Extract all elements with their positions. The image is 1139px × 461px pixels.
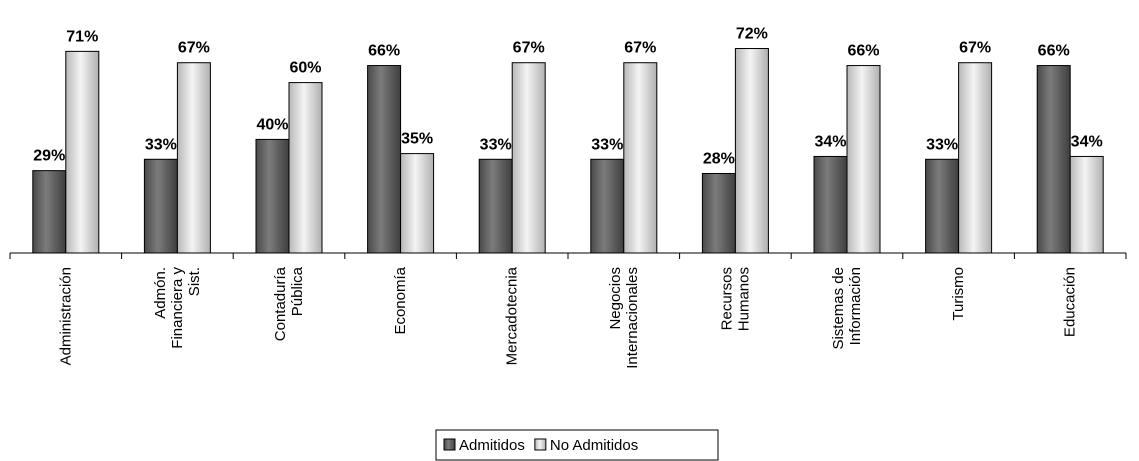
data-label: 35% [401, 131, 433, 148]
data-label: 67% [178, 40, 210, 57]
category-label-line: Contaduría [272, 266, 289, 341]
x-axis [9, 252, 1127, 259]
bar-admitidos [367, 65, 402, 254]
category-label-line: Información [847, 267, 864, 345]
bar-admitidos [32, 170, 67, 254]
category-label-line: Sist. [186, 267, 203, 296]
data-label: 34% [1071, 133, 1103, 150]
bar-admitidos [143, 158, 178, 254]
data-labels-layer: 29% 71% 33% 67% 40% 60% 66% 35% 33% 67% 33% 67% 28% 7… [33, 26, 1102, 168]
data-label: 66% [1038, 43, 1070, 60]
legend-swatch [443, 438, 456, 451]
category-label-line: Sistemas de [830, 267, 847, 350]
bar-admitidos [478, 158, 513, 254]
data-label: 34% [814, 133, 846, 150]
bar-no-admitidos [1069, 155, 1104, 254]
data-label: 66% [847, 43, 879, 60]
legend-swatch [534, 438, 547, 451]
category-label: Turismo [950, 267, 967, 321]
data-label: 72% [736, 26, 768, 43]
bar-no-admitidos [846, 65, 881, 254]
data-label: 33% [480, 136, 512, 153]
data-label: 66% [368, 43, 400, 60]
category-label: Mercadotecnia [504, 266, 521, 365]
legend-entry: Admitidos [459, 437, 525, 454]
bar-no-admitidos [400, 153, 435, 254]
category-label: Admón. Financiera y Sist. [152, 267, 203, 349]
bars-layer [32, 48, 1104, 254]
category-label: Negocios Internacionales [607, 267, 641, 369]
bar-no-admitidos [958, 62, 993, 254]
bar-no-admitidos [511, 62, 546, 254]
category-label-line: Mercadotecnia [504, 266, 521, 365]
legend-entry: No Admitidos [550, 437, 638, 454]
category-label: Sistemas de Información [830, 267, 864, 350]
bar-no-admitidos [623, 62, 658, 254]
bar-admitidos [813, 155, 848, 254]
category-label-line: Economía [392, 266, 409, 334]
category-label-line: Pública [289, 266, 306, 316]
bar-admitidos [590, 158, 625, 254]
category-label-line: Humanos [735, 267, 752, 331]
data-label: 67% [513, 40, 545, 57]
category-label-line: Educación [1062, 267, 1079, 337]
category-label-line: Financiera y [169, 267, 186, 349]
data-label: 28% [703, 150, 735, 167]
category-label-line: Negocios [607, 267, 624, 330]
legend-box [435, 429, 719, 461]
category-labels: Administración Admón. Financiera y Sist. Con… [57, 266, 1078, 368]
data-label: 60% [289, 60, 321, 77]
category-label-line: Administración [57, 267, 74, 365]
category-label: Contaduría Pública [272, 266, 306, 341]
category-label: Economía [392, 266, 409, 334]
category-label-line: Internacionales [624, 267, 641, 369]
category-label-line: Admón. [152, 267, 169, 319]
data-label: 33% [145, 136, 177, 153]
legend: Admitidos No Admitidos [435, 429, 719, 461]
category-label-line: Recursos [718, 267, 735, 330]
category-label: Educación [1062, 267, 1079, 337]
bar-no-admitidos [65, 50, 100, 254]
data-label: 67% [959, 40, 991, 57]
data-label: 67% [624, 40, 656, 57]
bar-no-admitidos [288, 82, 323, 254]
data-label: 40% [256, 116, 288, 133]
data-label: 33% [591, 136, 623, 153]
data-label: 29% [33, 148, 65, 165]
bar-admitidos [1036, 65, 1071, 254]
data-label: 71% [66, 28, 98, 45]
bar-admitidos [925, 158, 960, 254]
bar-no-admitidos [734, 48, 769, 254]
data-label: 33% [926, 136, 958, 153]
category-label-line: Turismo [950, 267, 967, 321]
bar-admitidos [255, 138, 290, 254]
category-label: Administración [57, 267, 74, 365]
bar-admitidos [701, 172, 736, 254]
bar-no-admitidos [176, 62, 211, 254]
category-label: Recursos Humanos [718, 267, 752, 331]
